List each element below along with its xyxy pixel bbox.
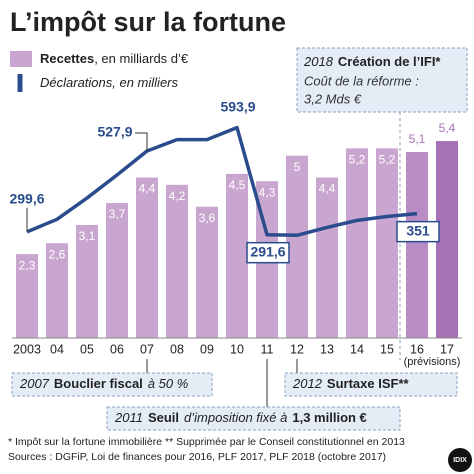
legend-unit: , en milliards d’€: [94, 51, 189, 66]
line-value-label: 351: [406, 222, 430, 238]
x-tick-label: 12: [290, 342, 304, 356]
bar-value-label: 2,3: [19, 258, 36, 272]
x-tick-label: 2003: [13, 342, 41, 356]
x-tick-label: 07: [140, 342, 154, 356]
line-value-label: 299,6: [9, 191, 44, 207]
bar-value-label: 4,5: [229, 178, 246, 192]
value-label-box: [246, 241, 290, 264]
legend-name: Déclarations: [40, 75, 113, 90]
annotation-box: [284, 372, 458, 397]
bar-value-label: 3,6: [199, 211, 216, 225]
line-value-label: 291,6: [250, 243, 285, 259]
legend-unit: , en milliers: [112, 75, 178, 90]
line-value-label: 527,9: [97, 124, 132, 140]
bar: [376, 148, 398, 338]
bar: [406, 152, 428, 338]
bar-value-label: 4,4: [319, 182, 336, 196]
chart-title: L’impôt sur la fortune: [10, 7, 286, 37]
annotation-part: d’imposition fixé à: [184, 410, 287, 425]
legend-label: Déclarations, en milliers: [40, 75, 179, 90]
bar: [436, 141, 458, 338]
annotation-part: 2018: [303, 54, 334, 69]
x-tick-label: 17: [440, 342, 454, 356]
x-tick-label: 09: [200, 342, 214, 356]
annotation-part: Création de l’IFI*: [338, 54, 442, 69]
bar-value-label: 3,7: [109, 207, 126, 221]
bar-value-label: 2,6: [49, 247, 66, 261]
logo-circle: [448, 448, 472, 472]
bar: [16, 254, 38, 338]
annotation-box: [11, 372, 213, 397]
x-tick-label: 10: [230, 342, 244, 356]
annotation-part: 1,3 million €: [292, 410, 366, 425]
annotation-part: 2011: [114, 410, 143, 425]
bar: [166, 184, 188, 338]
x-tick-label: 04: [50, 342, 64, 356]
x-tick-label: 13: [320, 342, 334, 356]
legend-label: Recettes, en milliards d’€: [40, 51, 189, 66]
annotation-box: [106, 406, 401, 431]
x-tick-label: 05: [80, 342, 94, 356]
bar: [76, 224, 98, 338]
annotation-text: 2007 Bouclier fiscal à 50 %: [19, 376, 188, 391]
bar: [196, 206, 218, 338]
footnote: Sources : DGFiP, Loi de finances pour 20…: [8, 451, 386, 463]
bar: [136, 177, 158, 338]
legend-name: Recettes: [40, 51, 94, 66]
leader: [135, 132, 148, 151]
annotation-text: Coût de la réforme :: [304, 73, 419, 88]
bar-value-label: 4,2: [169, 189, 186, 203]
x-tick-label: 16: [410, 342, 424, 356]
bar-value-label: 5,2: [379, 153, 396, 167]
line: [26, 125, 418, 238]
bar-value-label: 5,4: [439, 121, 456, 135]
annotation-part: Seuil: [148, 410, 179, 425]
bar-value-label: 4,4: [139, 182, 156, 196]
x-tick-label: 14: [350, 342, 364, 356]
annotation-part: Surtaxe ISF**: [327, 376, 410, 391]
legend-swatch: [10, 51, 32, 67]
annotation-part: 2007: [19, 376, 50, 391]
bar: [46, 243, 68, 338]
logo: IDIX: [453, 457, 467, 464]
x-tick-label: 08: [170, 342, 184, 356]
value-label-box: [396, 220, 440, 243]
bar: [346, 148, 368, 338]
annotation-text: 2018 Création de l’IFI*: [303, 54, 441, 69]
annotation-part: Bouclier fiscal: [54, 376, 143, 391]
annotation-part: 2012: [292, 376, 323, 391]
line-value-label: 593,9: [220, 98, 255, 114]
x-tick-label: 06: [110, 342, 124, 356]
bar-value-label: 3,1: [79, 229, 96, 243]
annotation-text: 3,2 Mds €: [304, 91, 362, 106]
bar: [286, 155, 308, 338]
bar-value-label: 5,1: [409, 132, 426, 146]
annotation-text: 2012 Surtaxe ISF**: [292, 376, 410, 391]
bar-value-label: 4,3: [259, 185, 276, 199]
bar: [106, 203, 128, 338]
x-tick-label: 15: [380, 342, 394, 356]
annotation-text: 2011 Seuil d’imposition fixé à 1,3 million …: [114, 410, 367, 425]
bar-value-label: 5: [294, 160, 301, 174]
x-tick-label: 11: [261, 342, 274, 356]
bar-value-label: 5,2: [349, 153, 366, 167]
annotation-part: à 50 %: [148, 376, 188, 391]
bar: [226, 173, 248, 338]
forecast-label: (prévisions): [404, 356, 461, 368]
annotation-box: [296, 47, 468, 113]
footnote: * Impôt sur la fortune immobilière ** Su…: [8, 436, 405, 448]
bar: [316, 177, 338, 338]
